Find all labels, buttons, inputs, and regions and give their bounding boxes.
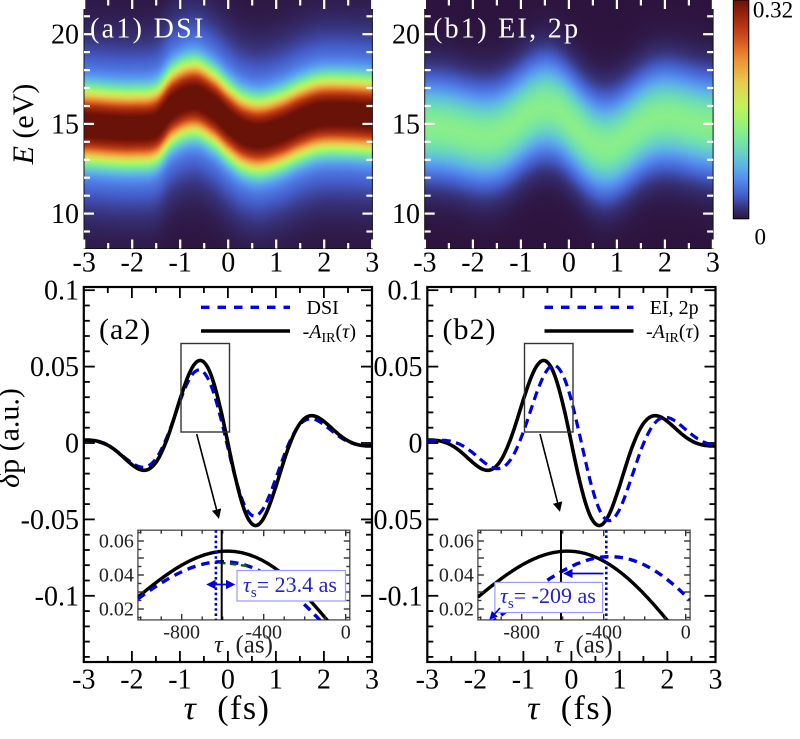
svg-text:δp (a.u.): δp (a.u.) bbox=[0, 388, 26, 488]
svg-text:0.02: 0.02 bbox=[99, 599, 134, 621]
svg-text:2: 2 bbox=[660, 665, 674, 696]
svg-text:0: 0 bbox=[564, 665, 578, 696]
svg-text:-1: -1 bbox=[168, 665, 191, 696]
svg-text:1: 1 bbox=[610, 248, 624, 279]
svg-text:-AIR(τ): -AIR(τ) bbox=[303, 321, 356, 346]
svg-text:EI, 2p: EI, 2p bbox=[650, 297, 699, 319]
svg-text:τs= 23.4 as: τs= 23.4 as bbox=[243, 572, 337, 601]
svg-text:-1: -1 bbox=[169, 248, 192, 279]
svg-text:0: 0 bbox=[221, 665, 235, 696]
svg-text:DSI: DSI bbox=[307, 297, 339, 319]
svg-text:-3: -3 bbox=[72, 665, 95, 696]
svg-text:-1: -1 bbox=[512, 665, 535, 696]
svg-text:(b2): (b2) bbox=[443, 313, 497, 346]
svg-text:(a2): (a2) bbox=[99, 313, 151, 346]
svg-text:1: 1 bbox=[612, 665, 626, 696]
svg-text:-2: -2 bbox=[121, 248, 144, 279]
svg-text:-800: -800 bbox=[503, 622, 540, 644]
svg-text:-0.1: -0.1 bbox=[35, 581, 79, 612]
svg-text:0.1: 0.1 bbox=[44, 276, 79, 307]
svg-text:τ (as): τ (as) bbox=[214, 632, 273, 659]
svg-text:3: 3 bbox=[365, 665, 379, 696]
svg-text:20: 20 bbox=[392, 20, 420, 51]
svg-text:(b1) EI, 2p: (b1) EI, 2p bbox=[433, 14, 580, 45]
svg-text:2: 2 bbox=[658, 248, 672, 279]
svg-text:0.06: 0.06 bbox=[99, 531, 134, 553]
svg-text:0.06: 0.06 bbox=[439, 531, 474, 553]
svg-text:10: 10 bbox=[51, 199, 79, 230]
svg-text:-3: -3 bbox=[413, 248, 436, 279]
svg-text:0.02: 0.02 bbox=[439, 599, 474, 621]
svg-text:10: 10 bbox=[392, 199, 420, 230]
svg-text:τ (fs): τ (fs) bbox=[527, 690, 614, 727]
svg-text:-2: -2 bbox=[120, 665, 143, 696]
svg-text:0.05: 0.05 bbox=[374, 352, 423, 383]
svg-text:0: 0 bbox=[221, 248, 235, 279]
svg-text:-800: -800 bbox=[163, 622, 200, 644]
svg-text:2: 2 bbox=[317, 665, 331, 696]
svg-text:0: 0 bbox=[341, 622, 351, 644]
svg-text:0.05: 0.05 bbox=[30, 352, 79, 383]
svg-text:0: 0 bbox=[681, 622, 691, 644]
svg-text:3: 3 bbox=[706, 248, 720, 279]
svg-text:-0.05: -0.05 bbox=[364, 505, 422, 536]
svg-text:-0.1: -0.1 bbox=[378, 581, 422, 612]
svg-text:-400: -400 bbox=[585, 622, 622, 644]
svg-text:15: 15 bbox=[51, 109, 79, 140]
svg-text:15: 15 bbox=[392, 109, 420, 140]
svg-text:(a1) DSI: (a1) DSI bbox=[90, 14, 206, 45]
svg-text:τ (as): τ (as) bbox=[554, 632, 613, 659]
svg-text:-AIR(τ): -AIR(τ) bbox=[646, 321, 699, 346]
svg-text:20: 20 bbox=[51, 20, 79, 51]
svg-text:τ (fs): τ (fs) bbox=[184, 690, 271, 727]
svg-text:-1: -1 bbox=[509, 248, 532, 279]
svg-text:-0.05: -0.05 bbox=[21, 505, 79, 536]
svg-text:0: 0 bbox=[562, 248, 576, 279]
svg-text:0.04: 0.04 bbox=[99, 565, 134, 587]
svg-text:-3: -3 bbox=[73, 248, 96, 279]
svg-text:0.1: 0.1 bbox=[388, 276, 423, 307]
svg-text:0: 0 bbox=[755, 225, 767, 250]
svg-text:-400: -400 bbox=[245, 622, 282, 644]
svg-text:3: 3 bbox=[709, 665, 723, 696]
svg-text:3: 3 bbox=[365, 248, 379, 279]
svg-text:E (eV): E (eV) bbox=[7, 84, 40, 166]
svg-text:0.32: 0.32 bbox=[753, 0, 793, 23]
svg-text:1: 1 bbox=[269, 665, 283, 696]
svg-text:-2: -2 bbox=[464, 665, 487, 696]
svg-text:0: 0 bbox=[409, 429, 423, 460]
svg-text:1: 1 bbox=[269, 248, 283, 279]
svg-text:τs= -209 as: τs= -209 as bbox=[500, 583, 596, 612]
svg-text:-2: -2 bbox=[461, 248, 484, 279]
svg-text:0: 0 bbox=[65, 429, 79, 460]
svg-text:2: 2 bbox=[317, 248, 331, 279]
svg-text:-3: -3 bbox=[416, 665, 439, 696]
svg-text:0.04: 0.04 bbox=[439, 565, 474, 587]
